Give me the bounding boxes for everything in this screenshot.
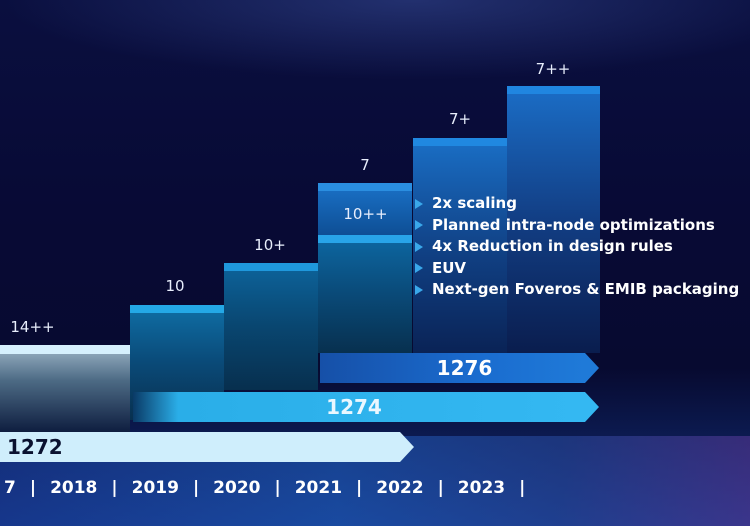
label-7p: 7+ — [448, 110, 472, 128]
label-14pp: 14++ — [10, 318, 55, 336]
year-tick: 2019 — [131, 478, 179, 498]
feature-list: 2x scaling Planned intra-node optimizati… — [415, 193, 739, 301]
year-separator: | — [519, 478, 526, 498]
year-separator: | — [29, 478, 37, 498]
year-separator: | — [437, 478, 444, 498]
step-10pp — [318, 235, 412, 353]
year-separator: | — [111, 478, 118, 498]
year-separator: | — [192, 478, 200, 498]
arrow-1276 — [585, 353, 599, 383]
feature-item: Next-gen Foveros & EMIB packaging — [415, 279, 739, 301]
triangle-bullet-icon — [415, 220, 423, 231]
feature-item: Planned intra-node optimizations — [415, 215, 739, 237]
process-bar-1274: 1274 — [133, 392, 585, 422]
feature-item: EUV — [415, 258, 739, 280]
label-7: 7 — [360, 156, 370, 174]
background-glow — [0, 0, 750, 80]
step-10p — [224, 263, 318, 390]
label-10p: 10+ — [254, 236, 286, 254]
step-7 — [318, 183, 412, 236]
label-10pp: 10++ — [343, 205, 388, 223]
year-tick: 2022 — [376, 478, 424, 498]
triangle-bullet-icon — [415, 241, 423, 252]
year-tick: 2021 — [294, 478, 343, 498]
year-tick: 2023 — [457, 478, 506, 498]
process-bar-1272: 1272 — [0, 432, 400, 462]
step-7p — [413, 138, 507, 353]
year-tick: 2018 — [50, 478, 98, 498]
arrow-1274 — [585, 392, 599, 422]
step-14pp — [0, 345, 130, 433]
triangle-bullet-icon — [415, 284, 423, 295]
step-7pp — [507, 86, 600, 353]
year-tick: 2020 — [213, 478, 261, 498]
year-tick: 7 — [4, 478, 16, 498]
process-bar-1276: 1276 — [320, 353, 585, 383]
year-separator: | — [356, 478, 363, 498]
feature-item: 2x scaling — [415, 193, 739, 215]
year-separator: | — [274, 478, 281, 498]
label-7pp: 7++ — [535, 60, 571, 78]
label-10: 10 — [165, 277, 185, 295]
feature-item: 4x Reduction in design rules — [415, 236, 739, 258]
triangle-bullet-icon — [415, 263, 423, 274]
year-axis: 7 | 2018 | 2019 | 2020 | 2021 | 2022 | 2… — [0, 478, 539, 498]
triangle-bullet-icon — [415, 198, 423, 209]
arrow-1272 — [400, 432, 414, 462]
